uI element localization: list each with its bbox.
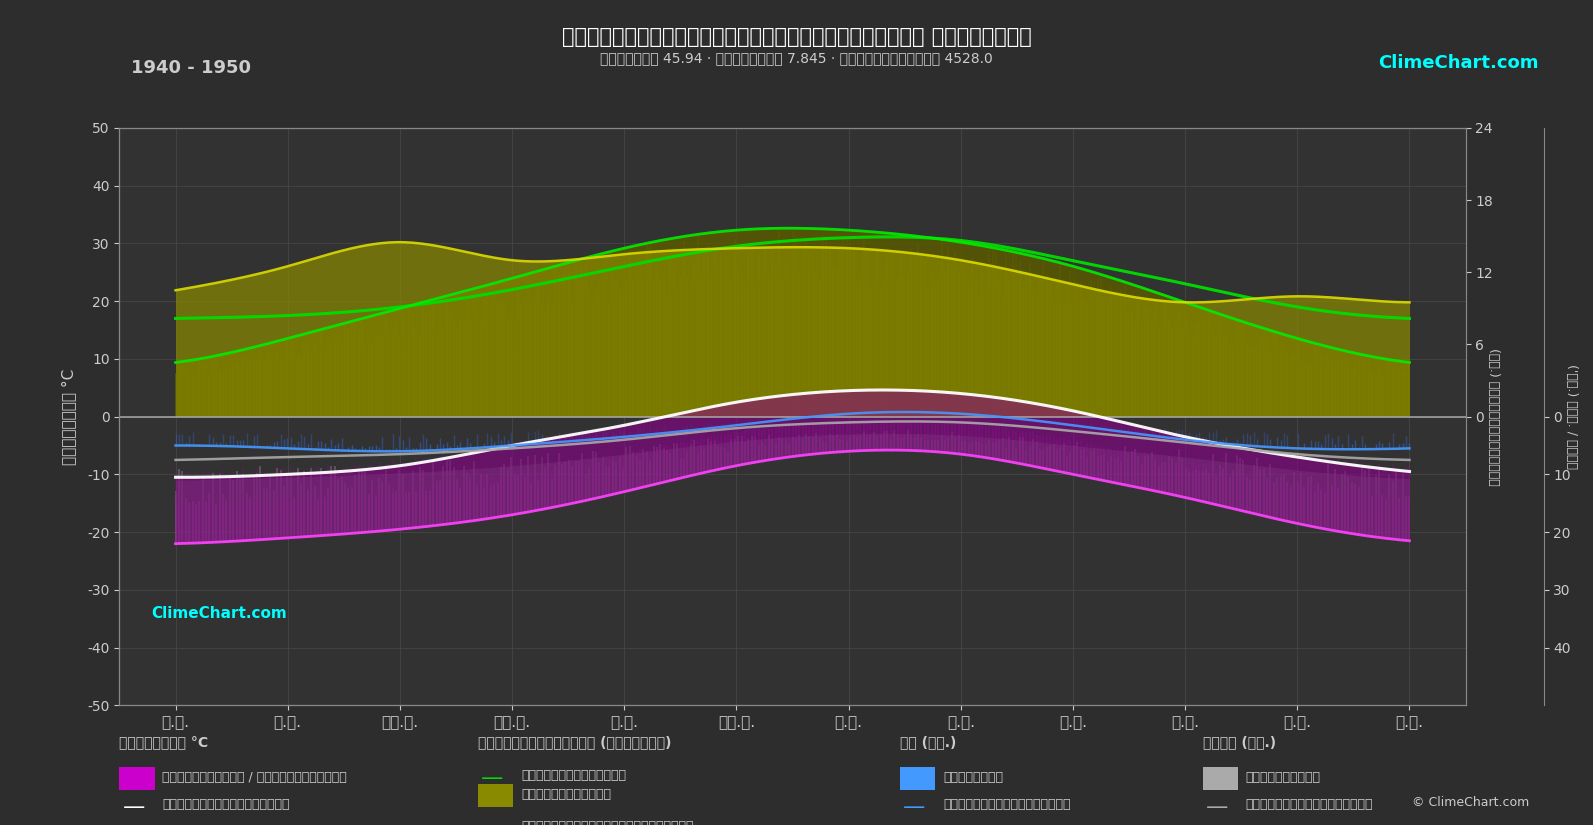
Text: ฝน (มม.): ฝน (มม.) xyxy=(900,736,956,750)
Text: —: — xyxy=(123,797,145,817)
Text: —: — xyxy=(481,819,503,825)
Text: การเปลี่ยนแปลงสภาพภูมิอากาศใน เซอร์แมท: การเปลี่ยนแปลงสภาพภูมิอากาศใน เซอร์แมท xyxy=(562,27,1031,47)
Text: ละติจูด 45.94 · ลองจิจูด 7.845 · ระดับความสูง 4528.0: ละติจูด 45.94 · ลองจิจูด 7.845 · ระดับคว… xyxy=(601,51,992,65)
Text: ค่าเฉลี่ยรายเดือน: ค่าเฉลี่ยรายเดือน xyxy=(1246,798,1373,811)
Text: 1940 - 1950: 1940 - 1950 xyxy=(131,59,250,78)
Text: ClimeChart.com: ClimeChart.com xyxy=(151,606,287,621)
Text: แสงสว่างต่อวัน: แสงสว่างต่อวัน xyxy=(521,769,626,782)
Text: หิมะ (มม.): หิมะ (มม.) xyxy=(1203,736,1276,750)
Text: © ClimeChart.com: © ClimeChart.com xyxy=(1411,795,1529,808)
Text: —: — xyxy=(903,797,926,817)
Text: อุณหภูมิ °C: อุณหภูมิ °C xyxy=(119,736,209,750)
Text: แสงแดดต่อวัน: แสงแดดต่อวัน xyxy=(521,788,610,801)
Text: —: — xyxy=(481,768,503,788)
Y-axis label: อุณหภูมิ °C: อุณหภูมิ °C xyxy=(61,369,76,464)
Text: ค่าเฉลี่ยรายเดือน: ค่าเฉลี่ยรายเดือน xyxy=(943,798,1070,811)
Text: ค่าเฉลี่ยแสงแดดรายเดือน: ค่าเฉลี่ยแสงแดดรายเดือน xyxy=(521,820,693,825)
Y-axis label: ('มม.) สมย. / หิมะ: ('มม.) สมย. / หิมะ xyxy=(1564,364,1579,469)
Text: ค่าเฉลี่ยรายเดือน: ค่าเฉลี่ยรายเดือน xyxy=(162,798,290,811)
Text: ฝนต่อวัน: ฝนต่อวัน xyxy=(943,771,1004,785)
Text: ระยะเวลาแสงแดด (ชั่วโมง): ระยะเวลาแสงแดด (ชั่วโมง) xyxy=(478,736,671,750)
Text: ClimeChart.com: ClimeChart.com xyxy=(1378,54,1539,72)
Text: —: — xyxy=(1206,797,1228,817)
Y-axis label: (ชม.) ระยะเวลาแสงแดด: (ชม.) ระยะเวลาแสงแดด xyxy=(1486,348,1501,485)
Text: ช่วงน้อยสุด / สูงสุดต่อวัน: ช่วงน้อยสุด / สูงสุดต่อวัน xyxy=(162,771,347,785)
Text: หิมะต่อวัน: หิมะต่อวัน xyxy=(1246,771,1321,785)
